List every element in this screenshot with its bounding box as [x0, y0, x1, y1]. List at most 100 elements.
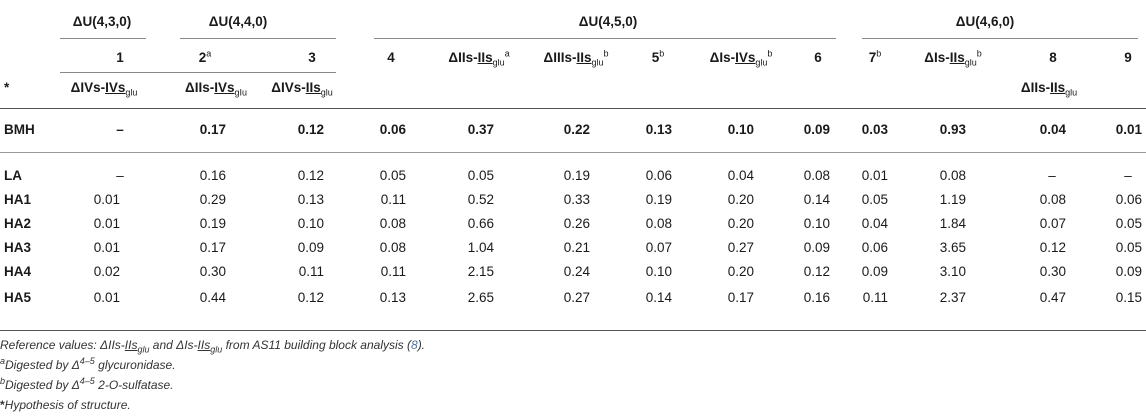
- col-number-2: 2a: [198, 48, 212, 65]
- cell: 0.07: [1039, 216, 1066, 231]
- row-label-bmh: BMH: [4, 122, 35, 137]
- cell: 0.10: [297, 216, 324, 231]
- cell: 0.01: [93, 240, 120, 255]
- row-label-ha4: HA4: [4, 264, 32, 279]
- cell: 0.13: [645, 122, 672, 137]
- cell: 0.09: [803, 240, 830, 255]
- cell: 0.66: [467, 216, 494, 231]
- cell: 0.30: [199, 264, 226, 279]
- cell: 0.13: [297, 192, 324, 207]
- cell: 0.11: [298, 264, 324, 279]
- structure-header-u450-b: ΔIIIs-IIsglub: [543, 48, 609, 68]
- cell: 2.65: [467, 290, 494, 305]
- structure-header-u450-a: ΔIIs-IIsglua: [448, 48, 510, 68]
- footnote-reference: Reference values: ΔIIs-IIsglu and ΔIs-II…: [0, 338, 426, 355]
- cell: 0.02: [93, 264, 120, 279]
- col-number-7: 7b: [868, 48, 882, 65]
- cell: –: [1124, 168, 1132, 183]
- col-number-6: 6: [814, 50, 822, 65]
- cell: 0.06: [379, 122, 406, 137]
- cell: 0.12: [297, 122, 324, 137]
- cell: 0.24: [563, 264, 590, 279]
- cell: 0.14: [803, 192, 830, 207]
- cell: 0.05: [467, 168, 494, 183]
- cell: 0.06: [1115, 192, 1142, 207]
- cell: 0.11: [862, 290, 888, 305]
- row-label-ha3: HA3: [4, 240, 32, 255]
- col-number-9: 9: [1124, 50, 1132, 65]
- cell: 0.08: [379, 240, 406, 255]
- cell: 0.14: [645, 290, 672, 305]
- col-number-1: 1: [116, 50, 124, 65]
- cell: 2.37: [939, 290, 966, 305]
- cell: 0.33: [563, 192, 590, 207]
- cell: 0.12: [1039, 240, 1066, 255]
- cell: 0.04: [861, 216, 888, 231]
- cell: 0.16: [199, 168, 226, 183]
- group-header-u430: ΔU(4,3,0): [72, 14, 132, 29]
- cell: 1.84: [939, 216, 966, 231]
- cell: 0.17: [199, 240, 226, 255]
- cell: 0.93: [939, 122, 966, 137]
- cell: 0.16: [803, 290, 830, 305]
- row-label-ha2: HA2: [4, 216, 32, 231]
- cell: 0.19: [563, 168, 590, 183]
- cell: –: [116, 122, 124, 137]
- group-header-u440: ΔU(4,4,0): [208, 14, 268, 29]
- cell: 0.01: [93, 290, 120, 305]
- cell: 0.20: [727, 216, 754, 231]
- footnote-star: *Hypothesis of structure.: [0, 398, 131, 412]
- col-number-3: 3: [308, 50, 316, 65]
- cell: 0.27: [563, 290, 590, 305]
- group-rule-u430: [60, 38, 146, 39]
- cell: 0.06: [645, 168, 672, 183]
- cell: 0.05: [861, 192, 888, 207]
- bmh-bottom-rule: [0, 152, 1146, 153]
- structure-header-u460-a: ΔIs-IIsglub: [924, 48, 982, 68]
- cell: 0.07: [645, 240, 672, 255]
- structure-header-col-3: ΔIVs-IIsglu: [271, 80, 333, 98]
- cell: 0.09: [803, 122, 830, 137]
- cell: 0.04: [727, 168, 754, 183]
- cell: 0.30: [1039, 264, 1066, 279]
- cell: 0.01: [861, 168, 888, 183]
- cell: 0.08: [379, 216, 406, 231]
- cell: 0.01: [93, 192, 120, 207]
- footnote-a: aDigested by Δ4–5 glycuronidase.: [0, 356, 176, 373]
- cell: 0.21: [563, 240, 590, 255]
- reference-link[interactable]: 8: [411, 338, 418, 352]
- cell: 0.12: [297, 168, 324, 183]
- cell: 0.20: [727, 264, 754, 279]
- cell: 2.15: [467, 264, 494, 279]
- cell: 0.01: [1115, 122, 1142, 137]
- col-number-5: 5b: [651, 48, 665, 65]
- cell: 0.10: [803, 216, 830, 231]
- cell: 0.01: [93, 216, 120, 231]
- table-bottom-rule: [0, 330, 1146, 331]
- structure-header-col-1: ΔIVs-IVsglu: [70, 80, 138, 98]
- cell: 3.10: [939, 264, 966, 279]
- structure-header-u450-c: ΔIs-IVsglub: [709, 48, 773, 68]
- cell: 0.20: [727, 192, 754, 207]
- cell: 0.29: [199, 192, 226, 207]
- col-number-4: 4: [387, 50, 395, 65]
- cell: 0.44: [199, 290, 226, 305]
- cell: 0.17: [199, 122, 226, 137]
- structure-header-col-2: ΔIIs-IVsgIu: [185, 80, 247, 98]
- cell: 0.08: [939, 168, 966, 183]
- cell: 0.12: [803, 264, 830, 279]
- cell: 0.17: [727, 290, 754, 305]
- cell: 0.04: [1039, 122, 1066, 137]
- cell: 0.10: [727, 122, 754, 137]
- cell: 0.08: [803, 168, 830, 183]
- cell: 0.03: [861, 122, 888, 137]
- structure-header-col-8: ΔIIs-IIsglu: [1020, 80, 1078, 98]
- group-rule-u440: [180, 38, 336, 39]
- rule-col-numbers: [60, 72, 336, 73]
- header-bottom-rule: [0, 108, 1146, 109]
- row-label-ha1: HA1: [4, 192, 32, 207]
- cell: 0.06: [861, 240, 888, 255]
- cell: 0.09: [861, 264, 888, 279]
- cell: 1.19: [939, 192, 966, 207]
